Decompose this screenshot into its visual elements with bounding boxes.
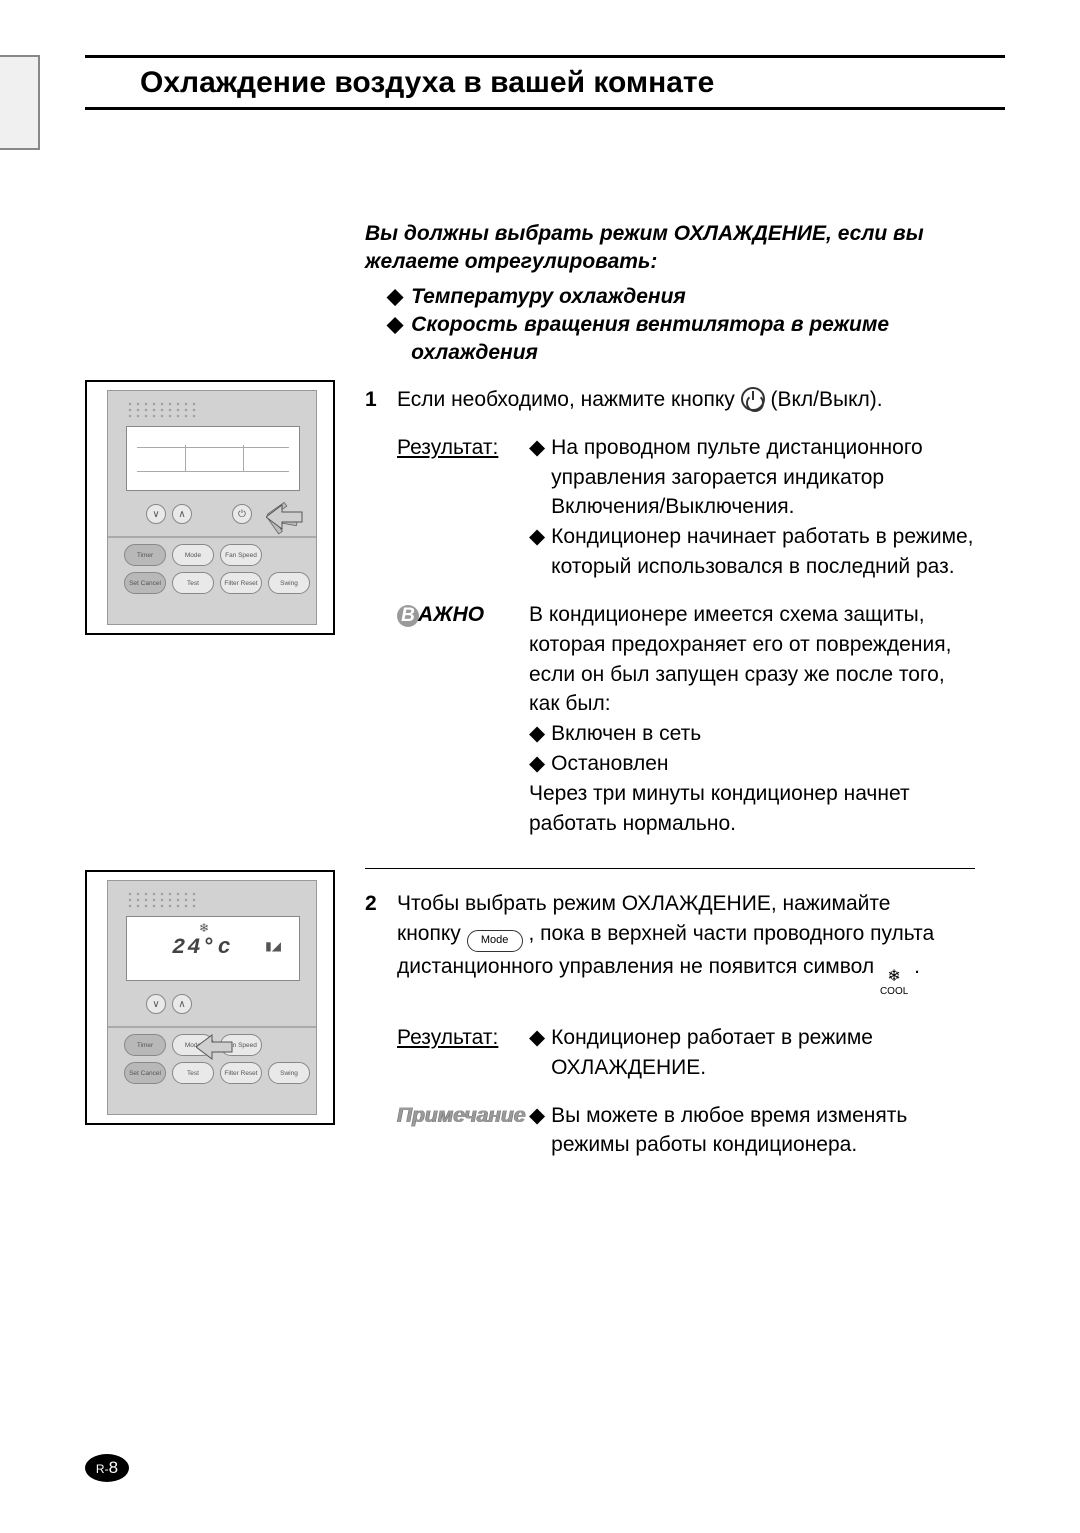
up-button: ∧ — [172, 994, 192, 1014]
set-cancel-button: Set Cancel — [124, 572, 166, 594]
result-label: Результат — [397, 1026, 493, 1049]
title-bar: Охлаждение воздуха в вашей комнате — [85, 55, 1005, 110]
step-1-line: Если необходимо, нажмите кнопку (Вкл/Вык… — [397, 385, 980, 415]
remote-round-buttons: ∨ ∧ ⏻ — [146, 504, 252, 524]
step-number: 2 — [365, 889, 383, 1160]
intro-lead: Вы должны выбрать режим ОХЛАЖДЕНИЕ, если… — [365, 220, 980, 277]
swing-button: Swing — [268, 572, 310, 594]
step-separator — [365, 868, 975, 869]
mode-button-icon: Mode — [467, 930, 523, 952]
step-1: 1 Если необходимо, нажмите кнопку (Вкл/В… — [365, 385, 980, 838]
up-button: ∧ — [172, 504, 192, 524]
remote-screen: ❄ 24°c ▮◢ — [126, 916, 300, 981]
note-label: Примечание — [397, 1104, 526, 1127]
result-item: На проводном пульте дистанционного управ… — [551, 433, 980, 522]
pointer-arrow-icon — [266, 499, 298, 527]
page-number: 8 — [109, 1458, 118, 1477]
screen-fan-icon: ▮◢ — [265, 939, 281, 953]
filter-reset-button: Filter Reset — [220, 572, 262, 594]
timer-button: Timer — [124, 544, 166, 566]
remote-illustration-1: ∨ ∧ ⏻ Timer Mode Fan Speed Set Cancel Te… — [85, 380, 335, 635]
result-item: Кондиционер начинает работать в режиме, … — [551, 522, 980, 582]
result-item: Кондиционер работает в режиме ОХЛАЖДЕНИЕ… — [551, 1023, 980, 1083]
screen-cool-icon: ❄ — [199, 921, 209, 935]
important-label: ВАЖНО — [397, 603, 484, 626]
mode-button: Mode — [172, 544, 214, 566]
down-button: ∨ — [146, 994, 166, 1014]
remote-body: ❄ 24°c ▮◢ ∨ ∧ Timer Mode Fan Speed Set C… — [107, 880, 317, 1115]
filter-reset-button: Filter Reset — [220, 1062, 262, 1084]
swing-button: Swing — [268, 1062, 310, 1084]
set-cancel-button: Set Cancel — [124, 1062, 166, 1084]
page-edge-tab — [0, 55, 40, 150]
important-text: В кондиционере имеется схема защиты, кот… — [529, 600, 980, 719]
page-title: Охлаждение воздуха в вашей комнате — [140, 66, 714, 100]
remote-screen — [126, 426, 300, 491]
intro-bullet: Температуру охлаждения — [411, 283, 686, 311]
important-bullet: Остановлен — [551, 749, 668, 779]
test-button: Test — [172, 1062, 214, 1084]
intro-bullet: Скорость вращения вентилятора в режиме о… — [411, 311, 980, 368]
cool-icon: ❄ COOL — [880, 969, 908, 997]
step-2-line: Чтобы выбрать режим ОХЛАЖДЕНИЕ, нажимайт… — [397, 889, 980, 997]
important-bullet: Включен в сеть — [551, 719, 701, 749]
result-block: Результат: ◆Кондиционер работает в режим… — [397, 1023, 980, 1083]
steps-column: 1 Если необходимо, нажмите кнопку (Вкл/В… — [365, 385, 980, 1160]
remote-illustration-2: ❄ 24°c ▮◢ ∨ ∧ Timer Mode Fan Speed Set C… — [85, 870, 335, 1125]
power-icon — [741, 387, 765, 411]
result-label: Результат — [397, 436, 493, 459]
step-2: 2 Чтобы выбрать режим ОХЛАЖДЕНИЕ, нажима… — [365, 889, 980, 1160]
pointer-arrow-icon — [196, 1029, 228, 1057]
timer-button: Timer — [124, 1034, 166, 1056]
screen-temperature: 24°c — [172, 935, 233, 960]
result-block: Результат: ◆На проводном пульте дистанци… — [397, 433, 980, 582]
important-tail: Через три минуты кондиционер начнет рабо… — [529, 779, 980, 839]
step-number: 1 — [365, 385, 383, 838]
power-button: ⏻ — [232, 504, 252, 524]
remote-body: ∨ ∧ ⏻ Timer Mode Fan Speed Set Cancel Te… — [107, 390, 317, 625]
intro-block: Вы должны выбрать режим ОХЛАЖДЕНИЕ, если… — [365, 220, 980, 368]
note-item: Вы можете в любое время изменять режимы … — [551, 1101, 980, 1161]
page-number-prefix: R- — [96, 1462, 109, 1476]
test-button: Test — [172, 572, 214, 594]
important-block: ВАЖНО В кондиционере имеется схема защит… — [397, 600, 980, 839]
note-block: Примечание ◆Вы можете в любое время изме… — [397, 1101, 980, 1161]
fan-speed-button: Fan Speed — [220, 544, 262, 566]
page-number-badge: R-8 — [85, 1453, 129, 1483]
remote-pill-grid: Timer Mode Fan Speed Set Cancel Test Fil… — [124, 544, 310, 594]
remote-round-buttons: ∨ ∧ — [146, 994, 192, 1014]
down-button: ∨ — [146, 504, 166, 524]
manual-page: Охлаждение воздуха в вашей комнате Вы до… — [0, 0, 1080, 1533]
